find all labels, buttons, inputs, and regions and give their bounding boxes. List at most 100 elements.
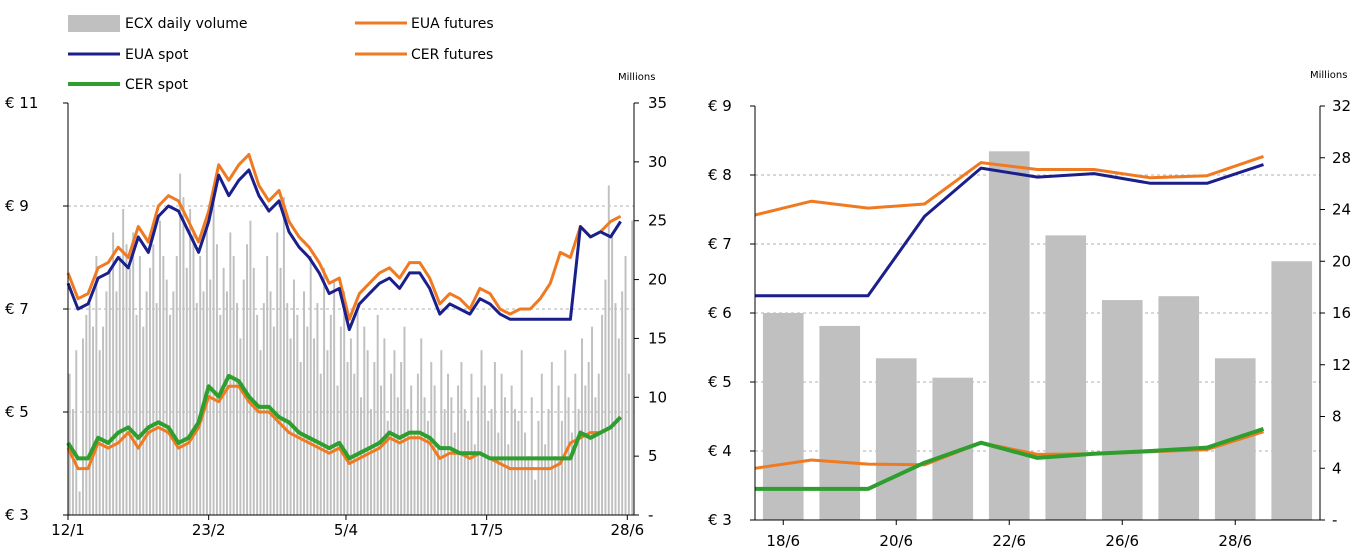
left-volume-bar (226, 291, 228, 515)
left-volume-bar (75, 350, 78, 515)
left-volume-bar (112, 232, 115, 515)
right-series-line-eua-futures (754, 154, 1264, 217)
left-volume-bar (306, 326, 309, 515)
left-volume-bar (272, 326, 275, 515)
right-y-tick-label: 20 (648, 271, 667, 289)
right-volume-bar (988, 151, 1030, 520)
left-volume-bar (122, 208, 125, 515)
left-volume-bar (437, 444, 439, 515)
left-y-tick-label: € 11 (5, 94, 38, 112)
left-volume-bar (353, 373, 356, 515)
left-volume-bar (148, 267, 151, 515)
left-volume-bar (420, 338, 423, 515)
left-series-line-eua-futures (66, 153, 622, 321)
right-volume-bar (875, 358, 917, 520)
left-volume-bar (624, 256, 627, 515)
left-volume-bar (266, 256, 269, 515)
right-volume-bar (762, 313, 804, 520)
left-volume-bar (222, 267, 225, 515)
left-chart-unit: Millions (618, 72, 655, 83)
left-volume-bar (631, 220, 634, 515)
left-volume-bar (85, 314, 88, 515)
left-volume-bar (135, 314, 138, 515)
left-volume-bar (547, 409, 550, 515)
right-chart-right-tick-label: 8 (1332, 408, 1342, 426)
left-volume-bar (303, 291, 305, 515)
left-volume-bar (380, 385, 383, 515)
left-volume-bar (279, 267, 282, 515)
left-volume-bar (426, 420, 429, 515)
left-volume-bar (162, 256, 165, 515)
left-volume-bar (406, 409, 409, 515)
left-volume-bar (333, 279, 336, 515)
left-volume-bar (229, 232, 232, 515)
left-volume-bar (483, 385, 486, 515)
legend-label-volume: ECX daily volume (125, 16, 248, 32)
left-volume-bar (614, 303, 617, 515)
right-y-tick-label: 35 (648, 94, 667, 112)
left-volume-bar (212, 185, 215, 515)
left-volume-bar (393, 350, 396, 515)
left-volume-bar (423, 397, 426, 515)
left-volume-bar (591, 326, 594, 515)
left-volume-bar (259, 350, 262, 515)
left-volume-bar (286, 303, 289, 515)
left-volume-bar (480, 350, 483, 515)
right-chart-x-tick-label: 28/6 (1218, 532, 1252, 550)
left-volume-bar (195, 303, 198, 515)
left-volume-bar (500, 373, 503, 515)
right-chart-unit: Millions (1310, 70, 1347, 81)
left-volume-bar (601, 314, 604, 515)
left-volume-bar (246, 244, 249, 515)
left-volume-bar (534, 479, 537, 515)
right-series-line-cer-spot (755, 427, 1265, 491)
right-chart-left-tick-label: € 6 (708, 304, 732, 322)
left-volume-bar (490, 409, 493, 515)
left-volume-bar (309, 256, 312, 515)
left-volume-bar (440, 350, 443, 515)
right-volume-bar (1045, 235, 1087, 520)
left-volume-bar (205, 220, 208, 515)
right-chart-right-tick-label: 4 (1332, 459, 1342, 477)
left-volume-bar (282, 197, 285, 515)
left-volume-bar (540, 373, 543, 515)
left-y-tick-label: € 9 (5, 197, 29, 215)
left-volume-bar (138, 256, 141, 515)
left-volume-bar (370, 409, 372, 515)
left-volume-bar (493, 361, 496, 515)
right-y-tick-label: 10 (648, 388, 667, 406)
left-volume-bar (366, 350, 369, 515)
right-chart-left-tick-label: € 9 (708, 97, 732, 115)
left-volume-bar (179, 173, 182, 515)
right-volume-bar (1271, 261, 1313, 520)
left-volume-bar (520, 350, 523, 515)
left-volume-bar (343, 291, 346, 515)
left-volume-bar (403, 326, 406, 515)
left-volume-bar (376, 314, 379, 515)
legend-label-eua-spot: EUA spot (125, 47, 189, 63)
left-y-tick-label: € 5 (5, 403, 29, 421)
left-volume-bar (594, 397, 597, 515)
left-volume-bar (236, 303, 239, 515)
left-volume-bar (604, 279, 607, 515)
right-volume-bar (1158, 296, 1200, 520)
right-y-tick-label: - (648, 506, 653, 524)
right-chart-x-tick-label: 26/6 (1105, 532, 1139, 550)
left-volume-bar (470, 373, 473, 515)
legend: ECX daily volume EUA futures EUA spot CE… (68, 15, 494, 93)
left-volume-bar (410, 385, 413, 515)
left-volume-bar (152, 244, 155, 515)
left-volume-bar (329, 314, 332, 515)
left-volume-bar (577, 409, 580, 515)
left-volume-bar (507, 444, 510, 515)
left-volume-bar (453, 432, 456, 515)
left-volume-bar (463, 409, 466, 515)
left-volume-bar (363, 326, 366, 515)
left-series-line-cer-futures (66, 384, 622, 471)
left-volume-bar (115, 291, 118, 515)
right-chart-right-tick-label: 20 (1332, 252, 1351, 270)
right-chart-x-tick-label: 18/6 (766, 532, 800, 550)
legend-label-cer-spot: CER spot (125, 77, 189, 93)
left-volume-bar (339, 326, 342, 515)
